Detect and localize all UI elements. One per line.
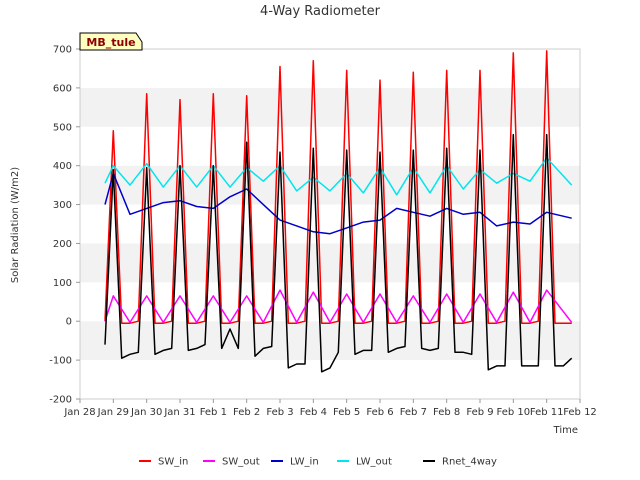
y-tick-label: 500: [53, 122, 72, 133]
y-tick-label: -200: [49, 395, 72, 406]
series-line-lw-in: [104, 172, 572, 235]
series-line-rnet-4way: [104, 133, 573, 373]
x-tick-label: Jan 31: [163, 407, 195, 418]
x-tick-label: Feb 12: [563, 407, 597, 418]
grid-band: [80, 49, 580, 88]
x-tick-label: Feb 10: [497, 407, 531, 418]
y-tick-label: 600: [53, 83, 72, 94]
grid-band: [80, 243, 580, 283]
x-tick-label: Feb 5: [333, 407, 360, 418]
grid-bands: [80, 49, 580, 399]
series-line-lw-out: [104, 157, 573, 196]
series-lines: [104, 50, 573, 373]
y-tick-label: 0: [66, 317, 72, 328]
legend-item: Rnet_4way: [423, 457, 497, 468]
y-axis-title: Solar Radiation (W/m2): [10, 167, 21, 283]
y-tick-label: 700: [53, 45, 72, 56]
plot-area: [79, 48, 581, 400]
grid-band: [80, 165, 580, 205]
x-tick-label: Feb 6: [366, 407, 393, 418]
x-tick-label: Jan 29: [97, 407, 129, 418]
legend-label: SW_out: [222, 457, 260, 468]
x-tick-label: Feb 8: [433, 407, 460, 418]
x-tick-label: Feb 4: [300, 407, 327, 418]
x-tick-label: Feb 7: [400, 407, 427, 418]
legend-label: SW_in: [158, 457, 188, 468]
site-label: MB_tule: [86, 36, 135, 49]
x-tick-label: Jan 30: [130, 407, 162, 418]
y-tick-label: 100: [53, 278, 72, 289]
x-tick-label: Feb 11: [530, 407, 564, 418]
legend-label: Rnet_4way: [442, 457, 497, 468]
x-tick-label: Feb 1: [200, 407, 227, 418]
legend-item: SW_out: [203, 457, 260, 468]
site-label-box: MB_tule: [79, 32, 143, 51]
grid-band: [80, 87, 580, 127]
legend-item: SW_in: [139, 457, 188, 468]
y-axis: -200 -100 0 100 200 300 400 500 600 700: [49, 45, 80, 406]
x-tick-label: Feb 3: [266, 407, 293, 418]
y-tick-label: -100: [49, 356, 72, 367]
x-axis: Jan 28 Jan 29 Jan 30 Jan 31 Feb 1 Feb 2 Feb 3 F…: [63, 399, 597, 418]
x-tick-label: Jan 28: [63, 407, 95, 418]
grid-band: [80, 282, 580, 322]
grid-band: [80, 321, 580, 361]
x-tick-label: Feb 9: [466, 407, 493, 418]
legend-label: LW_out: [356, 457, 392, 468]
y-tick-label: 200: [53, 239, 72, 250]
legend-item: LW_out: [337, 457, 392, 468]
legend-label: LW_in: [290, 457, 319, 468]
x-axis-title: Time: [553, 425, 578, 436]
y-tick-label: 300: [53, 200, 72, 211]
chart-title: 4-Way Radiometer: [260, 4, 381, 19]
grid-band: [80, 126, 580, 166]
series-line-sw-in: [104, 50, 572, 324]
legend: SW_in SW_out LW_in LW_out Rnet_4way: [139, 457, 497, 468]
y-tick-label: 400: [53, 161, 72, 172]
x-tick-label: Feb 2: [233, 407, 260, 418]
grid-band: [80, 204, 580, 244]
legend-item: LW_in: [271, 457, 319, 468]
